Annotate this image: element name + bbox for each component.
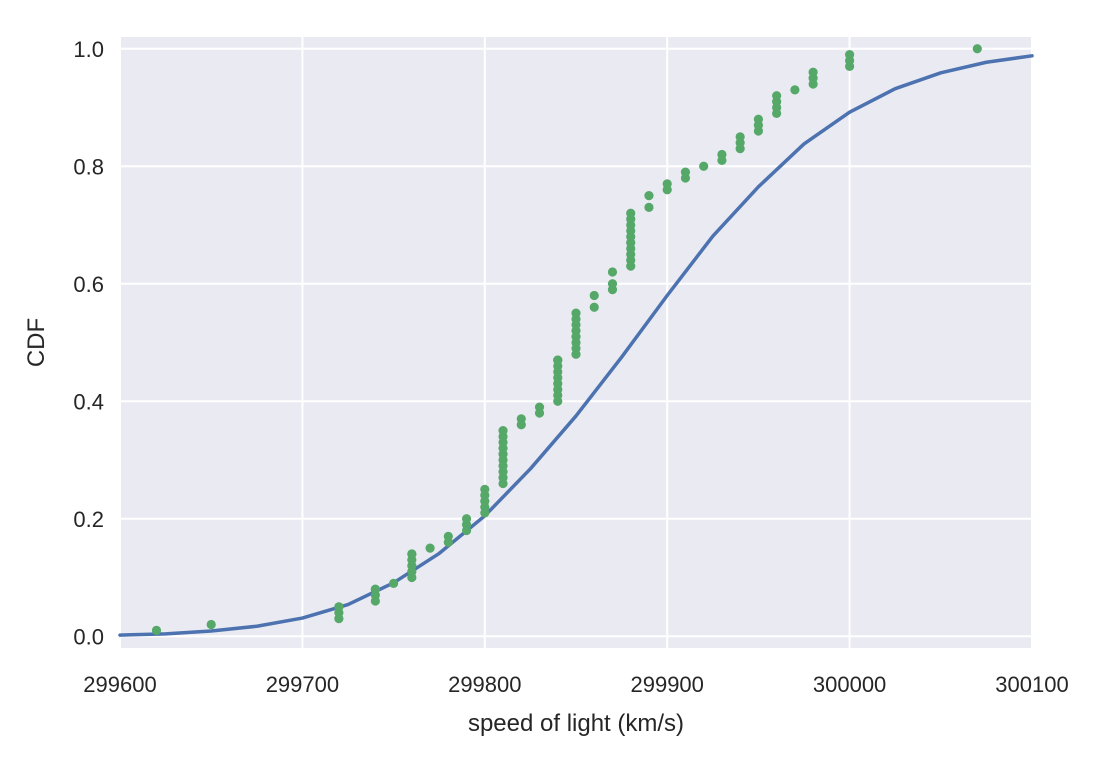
ecdf-point xyxy=(972,44,982,54)
ecdf-point xyxy=(845,50,855,60)
x-tick-label: 299600 xyxy=(83,672,156,697)
ecdf-point xyxy=(790,85,800,95)
ecdf-point xyxy=(662,179,672,189)
x-tick-label: 300100 xyxy=(995,672,1068,697)
ecdf-point xyxy=(151,625,162,635)
ecdf-point xyxy=(370,584,380,594)
ecdf-point xyxy=(571,308,581,318)
ecdf-point xyxy=(680,167,691,177)
ecdf-point xyxy=(589,290,599,301)
ecdf-point xyxy=(644,191,654,201)
ecdf-point xyxy=(772,91,782,101)
x-tick-label: 300000 xyxy=(813,672,886,697)
y-tick-label: 0.8 xyxy=(73,154,104,179)
ecdf-point xyxy=(516,414,526,424)
ecdf-point xyxy=(334,602,344,612)
y-tick-label: 1.0 xyxy=(73,37,104,62)
ecdf-point xyxy=(534,402,545,412)
ecdf-point xyxy=(206,619,216,630)
x-axis-title: speed of light (km/s) xyxy=(468,710,684,737)
y-tick-label: 0.0 xyxy=(73,624,104,649)
ecdf-point xyxy=(498,426,508,436)
y-tick-label: 0.4 xyxy=(73,389,104,414)
ecdf-point xyxy=(607,279,618,289)
ecdf-point xyxy=(626,208,636,218)
horizontal-gridlines xyxy=(120,47,1032,638)
ecdf-point xyxy=(480,484,490,494)
ecdf-point xyxy=(735,132,745,142)
ecdf-point xyxy=(407,549,417,559)
x-tick-label: 299700 xyxy=(266,672,339,697)
ecdf-point xyxy=(425,543,435,553)
ecdf-point xyxy=(644,202,654,212)
ecdf-point xyxy=(607,267,618,277)
ecdf-point xyxy=(753,114,764,124)
x-tick-label: 299900 xyxy=(630,672,703,697)
ecdf-point xyxy=(553,355,563,365)
ecdf-point xyxy=(461,514,472,524)
x-tick-label: 299800 xyxy=(448,672,521,697)
y-axis-title: CDF xyxy=(23,318,50,367)
ecdf-point xyxy=(808,67,818,77)
x-tick-labels: 299600 299700 299800 299900 300000 300100 xyxy=(83,672,1068,697)
series-layer xyxy=(118,44,1034,637)
y-tick-label: 0.2 xyxy=(73,507,104,532)
ecdf-point xyxy=(589,302,599,312)
vertical-gridlines xyxy=(119,37,1033,648)
ecdf-point xyxy=(443,531,453,541)
y-tick-labels: 0.0 0.2 0.4 0.6 0.8 1.0 xyxy=(73,37,104,650)
ecdf-point xyxy=(389,578,399,588)
ecdf-point xyxy=(717,149,727,160)
y-tick-label: 0.6 xyxy=(73,272,104,297)
theoretical-cdf-line xyxy=(118,54,1034,637)
ecdf-point xyxy=(699,161,709,171)
